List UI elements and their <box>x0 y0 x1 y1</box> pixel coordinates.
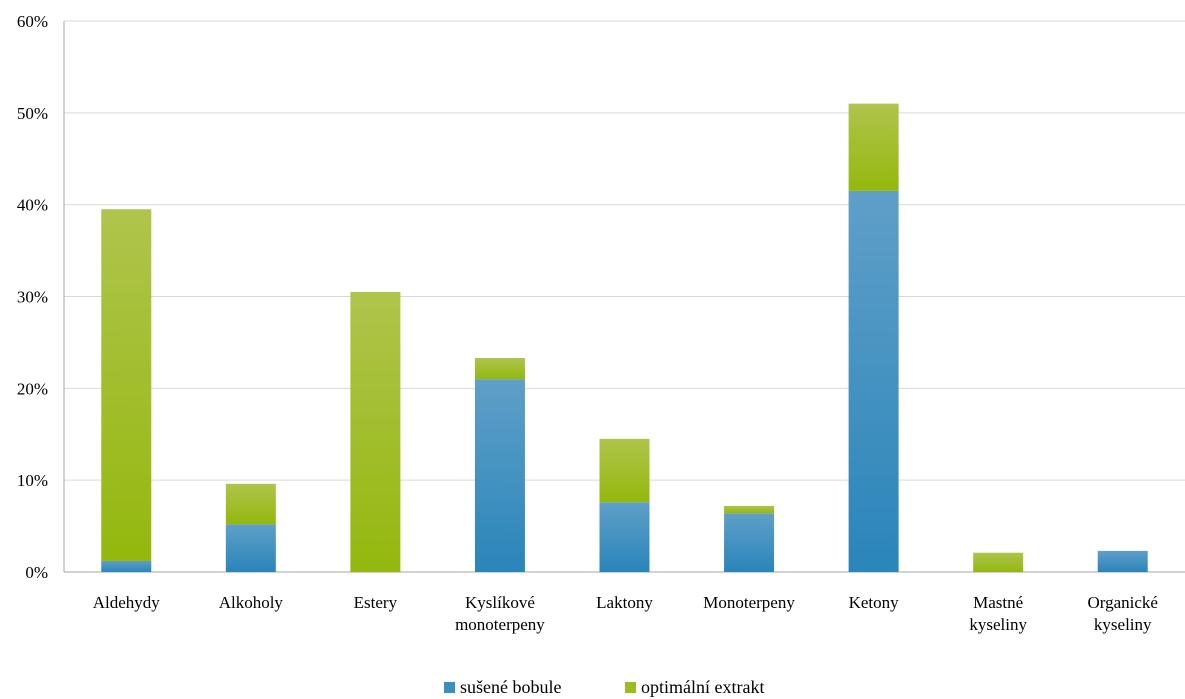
y-tick-label: 30% <box>17 288 48 307</box>
x-category-label-line: Kyslíkové <box>465 593 535 612</box>
x-category-label: Organické kyseliny <box>1087 593 1158 634</box>
x-category-label: Mastné kyseliny <box>969 593 1027 634</box>
bar-segment-optimal-extract <box>599 438 650 503</box>
y-tick-label: 20% <box>17 379 48 398</box>
bar-segment-dried-berries <box>474 379 525 572</box>
x-category-label-line: kyseliny <box>1094 615 1152 634</box>
x-category-label: Laktony <box>596 593 653 612</box>
bar-segment-dried-berries <box>724 513 775 572</box>
x-category-label: Monoterpeny <box>703 593 795 612</box>
y-tick-label: 0% <box>25 563 48 582</box>
bar-segment-optimal-extract <box>848 103 899 191</box>
x-category-label: Aldehydy <box>93 593 161 612</box>
legend-label-dried-berries: sušené bobule <box>460 677 561 697</box>
bar-segment-optimal-extract <box>973 552 1024 572</box>
x-category-label-line: Monoterpeny <box>703 593 795 612</box>
x-category-label-line: Laktony <box>596 593 653 612</box>
y-tick-label: 10% <box>17 471 48 490</box>
bar-segment-dried-berries <box>1097 550 1148 572</box>
x-category-label-line: Estery <box>354 593 398 612</box>
legend: sušené bobule optimální extrakt <box>444 677 764 697</box>
bar-segment-dried-berries <box>225 524 276 572</box>
x-category-label: Estery <box>354 593 398 612</box>
legend-label-optimal-extract: optimální extrakt <box>641 677 764 697</box>
y-tick-label: 50% <box>17 104 48 123</box>
y-axis-ticks: 0% 10% 20% 30% 40% 50% 60% <box>17 12 48 582</box>
gridlines <box>64 20 1185 481</box>
x-category-label-line: Ketony <box>849 593 900 612</box>
bar-segment-dried-berries <box>101 560 152 572</box>
legend-swatch-dried-berries <box>444 682 455 693</box>
bar-segment-optimal-extract <box>225 483 276 525</box>
x-category-label: Alkoholy <box>219 593 284 612</box>
x-category-label: Ketony <box>849 593 900 612</box>
x-axis-categories: Aldehydy Alkoholy Estery Kyslíkové monoterpe… <box>93 593 1158 634</box>
x-category-label-line: Alkoholy <box>219 593 284 612</box>
x-category-label-line: Aldehydy <box>93 593 161 612</box>
bars <box>101 103 1148 572</box>
x-category-label-line: Mastné <box>973 593 1023 612</box>
bar-segment-optimal-extract <box>350 291 401 572</box>
y-tick-label: 60% <box>17 12 48 31</box>
bar-segment-optimal-extract <box>724 505 775 514</box>
x-category-label-line: Organické <box>1087 593 1158 612</box>
bar-segment-dried-berries <box>599 502 650 572</box>
legend-swatch-optimal-extract <box>625 682 636 693</box>
x-category-label-line: monoterpeny <box>455 615 545 634</box>
x-category-label: Kyslíkové monoterpeny <box>455 593 545 634</box>
y-tick-label: 40% <box>17 196 48 215</box>
x-category-label-line: kyseliny <box>969 615 1027 634</box>
bar-segment-optimal-extract <box>101 209 152 561</box>
bar-segment-optimal-extract <box>474 358 525 380</box>
bar-segment-dried-berries <box>848 190 899 572</box>
